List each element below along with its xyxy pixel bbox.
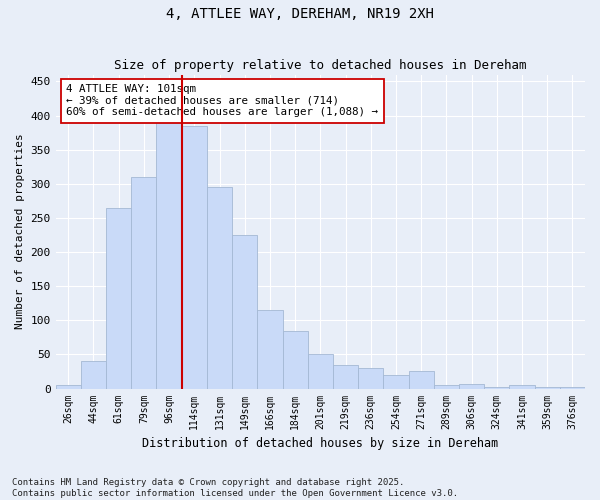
Bar: [509, 385, 535, 388]
Bar: [157, 122, 182, 388]
Bar: [383, 375, 409, 388]
Y-axis label: Number of detached properties: Number of detached properties: [15, 134, 25, 330]
X-axis label: Distribution of detached houses by size in Dereham: Distribution of detached houses by size …: [142, 437, 499, 450]
Bar: [81, 362, 106, 388]
Bar: [560, 387, 585, 388]
Bar: [459, 384, 484, 388]
Bar: [484, 387, 509, 388]
Text: Contains HM Land Registry data © Crown copyright and database right 2025.
Contai: Contains HM Land Registry data © Crown c…: [12, 478, 458, 498]
Bar: [182, 126, 207, 388]
Bar: [232, 235, 257, 388]
Bar: [409, 372, 434, 388]
Bar: [308, 354, 333, 388]
Bar: [283, 330, 308, 388]
Bar: [56, 385, 81, 388]
Bar: [207, 187, 232, 388]
Bar: [535, 386, 560, 388]
Bar: [257, 310, 283, 388]
Bar: [131, 177, 157, 388]
Title: Size of property relative to detached houses in Dereham: Size of property relative to detached ho…: [114, 59, 527, 72]
Bar: [106, 208, 131, 388]
Bar: [434, 385, 459, 388]
Text: 4, ATTLEE WAY, DEREHAM, NR19 2XH: 4, ATTLEE WAY, DEREHAM, NR19 2XH: [166, 8, 434, 22]
Text: 4 ATTLEE WAY: 101sqm
← 39% of detached houses are smaller (714)
60% of semi-deta: 4 ATTLEE WAY: 101sqm ← 39% of detached h…: [66, 84, 378, 117]
Bar: [333, 364, 358, 388]
Bar: [358, 368, 383, 388]
